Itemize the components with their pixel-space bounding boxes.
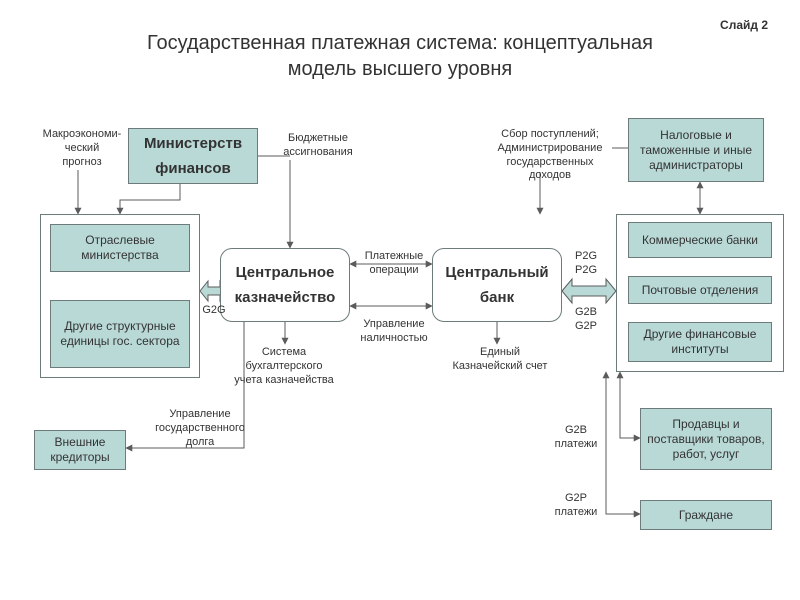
box-sectoral-ministries: Отраслевые министерства <box>50 224 190 272</box>
label-revenue-admin: Сбор поступлений; Администрирование госу… <box>476 128 624 183</box>
label-budget-alloc: Бюджетные ассигнования <box>268 132 368 160</box>
box-other-public-units: Другие структурные единицы гос. сектора <box>50 300 190 368</box>
box-external-creditors: Внешние кредиторы <box>34 430 126 470</box>
label-p2g: P2G P2G <box>566 250 606 278</box>
label-g2p-payments: G2P платежи <box>546 492 606 520</box>
box-commercial-banks: Коммерческие банки <box>628 222 772 258</box>
box-central-treasury: Центральное казначейство <box>220 248 350 322</box>
box-other-financial-inst: Другие финансовые институты <box>628 322 772 362</box>
box-ministry-of-finance: Министерств финансов <box>128 128 258 184</box>
box-post-offices: Почтовые отделения <box>628 276 772 304</box>
title-line2: модель высшего уровня <box>288 58 512 80</box>
box-citizens: Граждане <box>640 500 772 530</box>
label-g2g: G2G <box>200 304 228 318</box>
label-treasury-acct: Система бухгалтерского учета казначейств… <box>224 346 344 387</box>
title-line1: Государственная платежная система: конце… <box>147 32 653 54</box>
label-macro-forecast: Макроэкономи- ческий прогноз <box>38 128 126 169</box>
box-central-bank: Центральный банк <box>432 248 562 322</box>
diagram-title: Государственная платежная система: конце… <box>0 30 800 82</box>
label-cash-mgmt: Управление наличностью <box>354 318 434 346</box>
label-g2b-payments: G2B платежи <box>546 424 606 452</box>
label-tsa: Единый Казначейский счет <box>440 346 560 374</box>
label-g2b-g2p: G2B G2P <box>566 306 606 334</box>
label-debt-mgmt: Управление государственного долга <box>140 408 260 449</box>
box-tax-customs-admin: Налоговые и таможенные и иные администра… <box>628 118 764 182</box>
diagram-stage: Слайд 2 Государственная платежная систем… <box>0 0 800 600</box>
box-vendors: Продавцы и поставщики товаров, работ, ус… <box>640 408 772 470</box>
label-payment-ops: Платежные операции <box>354 250 434 278</box>
